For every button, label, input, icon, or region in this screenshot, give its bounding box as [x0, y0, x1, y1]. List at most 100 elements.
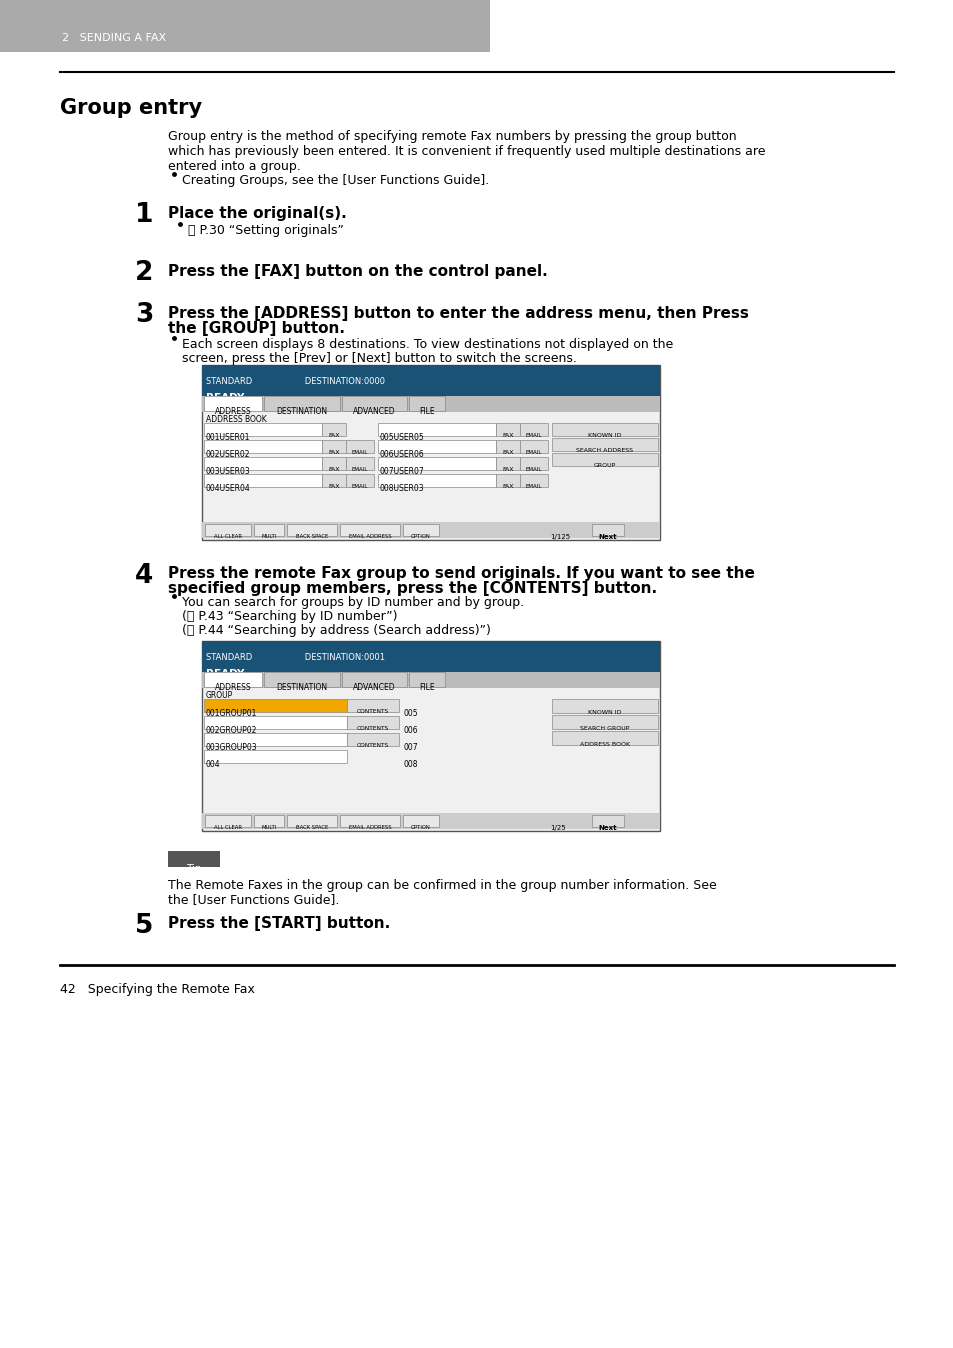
Text: 004: 004: [206, 760, 220, 768]
Text: 004USER04: 004USER04: [206, 484, 251, 493]
Text: EMAIL: EMAIL: [352, 466, 368, 472]
Text: the [User Functions Guide].: the [User Functions Guide].: [168, 892, 339, 906]
Text: EMAIL: EMAIL: [352, 484, 368, 489]
Text: 002USER02: 002USER02: [206, 450, 251, 460]
Text: Press the [START] button.: Press the [START] button.: [168, 917, 390, 931]
Text: FILE: FILE: [418, 683, 435, 692]
Text: Each screen displays 8 destinations. To view destinations not displayed on the: Each screen displays 8 destinations. To …: [182, 338, 673, 350]
Text: Next: Next: [598, 534, 617, 541]
Text: which has previously been entered. It is convenient if frequently used multiple : which has previously been entered. It is…: [168, 146, 764, 158]
Bar: [346, 457, 374, 470]
Text: FAX: FAX: [501, 433, 514, 438]
Text: 001GROUP01: 001GROUP01: [206, 709, 257, 718]
Bar: [204, 439, 322, 453]
Text: 2   SENDING A FAX: 2 SENDING A FAX: [62, 32, 166, 43]
Bar: [496, 439, 519, 453]
Bar: [204, 396, 262, 411]
Text: 006USER06: 006USER06: [379, 450, 424, 460]
Text: 008USER03: 008USER03: [379, 484, 424, 493]
Text: GROUP: GROUP: [206, 692, 233, 700]
Bar: [204, 457, 322, 470]
Bar: [377, 423, 496, 435]
Bar: [202, 522, 659, 538]
Text: BACK SPACE: BACK SPACE: [295, 534, 328, 539]
Bar: [402, 524, 438, 537]
Bar: [202, 365, 659, 381]
Text: 007USER07: 007USER07: [379, 466, 424, 476]
Bar: [592, 524, 623, 537]
Bar: [253, 816, 284, 828]
Text: entered into a group.: entered into a group.: [168, 160, 300, 173]
Text: You can search for groups by ID number and by group.: You can search for groups by ID number a…: [182, 596, 523, 609]
Text: 1: 1: [135, 202, 153, 228]
Text: 1/125: 1/125: [550, 534, 570, 541]
Text: FAX: FAX: [328, 466, 339, 472]
Text: ADDRESS: ADDRESS: [214, 683, 251, 692]
Text: DESTINATION: DESTINATION: [276, 683, 327, 692]
Bar: [409, 396, 444, 411]
Bar: [202, 396, 659, 412]
Bar: [552, 438, 658, 452]
Text: OPTION: OPTION: [411, 825, 431, 830]
Text: EMAIL: EMAIL: [525, 466, 541, 472]
Bar: [496, 423, 519, 435]
Text: MULTI: MULTI: [261, 825, 276, 830]
Bar: [204, 474, 322, 487]
Bar: [552, 700, 658, 713]
Text: ADVANCED: ADVANCED: [353, 683, 395, 692]
Bar: [346, 474, 374, 487]
Text: FAX: FAX: [328, 450, 339, 456]
Text: the [GROUP] button.: the [GROUP] button.: [168, 321, 345, 336]
Bar: [552, 714, 658, 729]
Bar: [287, 524, 336, 537]
Text: READY: READY: [206, 669, 244, 679]
Text: ADDRESS BOOK: ADDRESS BOOK: [579, 741, 629, 747]
Text: 002GROUP02: 002GROUP02: [206, 727, 257, 735]
Text: ADDRESS: ADDRESS: [214, 407, 251, 417]
Bar: [202, 813, 659, 829]
Text: Press the [ADDRESS] button to enter the address menu, then Press: Press the [ADDRESS] button to enter the …: [168, 306, 748, 321]
Bar: [322, 457, 346, 470]
Text: FAX: FAX: [501, 466, 514, 472]
Bar: [202, 365, 659, 541]
Text: 005: 005: [403, 709, 418, 718]
Text: FAX: FAX: [501, 484, 514, 489]
Bar: [204, 673, 262, 687]
Bar: [204, 733, 347, 745]
Text: OPTION: OPTION: [411, 534, 431, 539]
Text: 006: 006: [403, 727, 418, 735]
Bar: [322, 439, 346, 453]
Text: CONTENTS: CONTENTS: [356, 727, 389, 731]
Bar: [202, 381, 659, 396]
Text: EMAIL ADDRESS: EMAIL ADDRESS: [349, 534, 391, 539]
Bar: [377, 474, 496, 487]
Text: FILE: FILE: [418, 407, 435, 417]
Bar: [519, 474, 547, 487]
Text: 005USER05: 005USER05: [379, 433, 424, 442]
Bar: [519, 457, 547, 470]
Text: EMAIL: EMAIL: [352, 450, 368, 456]
Text: ADVANCED: ADVANCED: [353, 407, 395, 417]
Bar: [496, 457, 519, 470]
Bar: [264, 673, 339, 687]
Text: Creating Groups, see the [User Functions Guide].: Creating Groups, see the [User Functions…: [182, 174, 489, 187]
Text: ADDRESS BOOK: ADDRESS BOOK: [206, 415, 267, 425]
Text: 3: 3: [135, 302, 153, 328]
Text: specified group members, press the [CONTENTS] button.: specified group members, press the [CONT…: [168, 581, 657, 596]
Bar: [287, 816, 336, 828]
Bar: [346, 439, 374, 453]
Bar: [347, 716, 398, 729]
Bar: [377, 457, 496, 470]
Bar: [341, 673, 407, 687]
Bar: [552, 423, 658, 435]
Bar: [264, 396, 339, 411]
Text: FAX: FAX: [328, 433, 339, 438]
Text: Press the remote Fax group to send originals. If you want to see the: Press the remote Fax group to send origi…: [168, 566, 754, 581]
Text: 001USER01: 001USER01: [206, 433, 251, 442]
Text: Group entry is the method of specifying remote Fax numbers by pressing the group: Group entry is the method of specifying …: [168, 129, 736, 143]
Bar: [202, 642, 659, 656]
Bar: [347, 700, 398, 712]
Text: CONTENTS: CONTENTS: [356, 743, 389, 748]
Bar: [322, 423, 346, 435]
Text: Press the [FAX] button on the control panel.: Press the [FAX] button on the control pa…: [168, 264, 547, 279]
